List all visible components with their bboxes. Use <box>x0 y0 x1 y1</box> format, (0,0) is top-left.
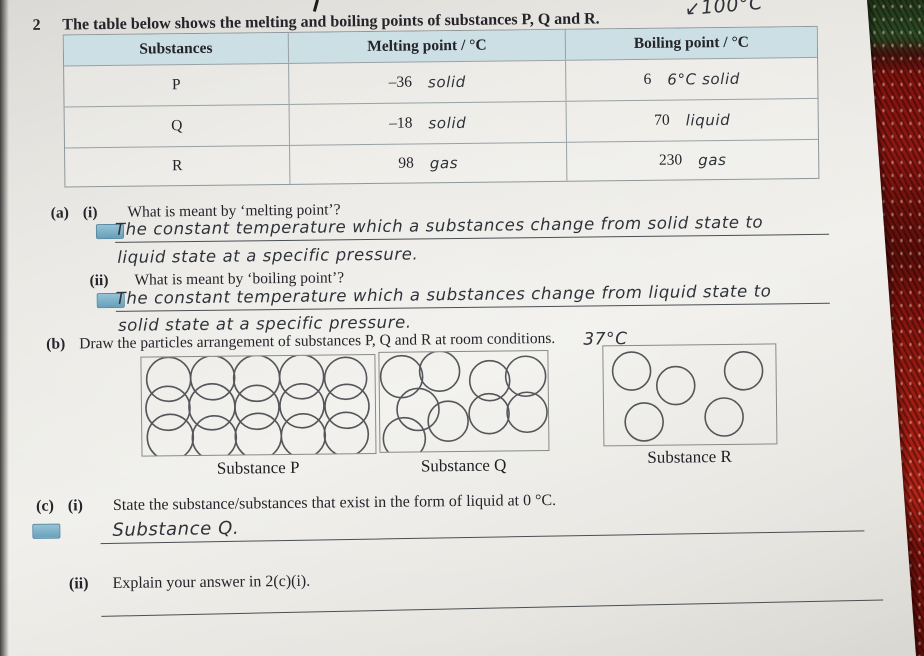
particle-circle <box>191 414 238 456</box>
handwritten-state-note: solid <box>428 113 467 133</box>
marking-stamp-icon <box>32 523 61 539</box>
substance-name: P <box>171 76 181 94</box>
question-number: 2 <box>32 16 41 34</box>
table-row-q: Q –18 solid 70 liquid <box>64 97 818 148</box>
handwritten-answer-a-i-line2: liquid state at a specific pressure. <box>117 244 419 267</box>
melting-value: 98 <box>398 154 414 172</box>
handwritten-state-note: gas <box>698 150 727 170</box>
part-label-a-ii: (ii) <box>89 271 109 290</box>
particle-circle <box>145 385 191 432</box>
handwritten-state-note: gas <box>429 154 459 173</box>
particle-circle <box>468 392 510 435</box>
particle-box-substance-q <box>378 349 550 453</box>
particle-diagram-q <box>379 351 548 452</box>
question-c-ii: Explain your answer in 2(c)(i). <box>112 572 311 592</box>
particle-circle <box>279 382 325 429</box>
stray-ink-mark <box>312 0 319 12</box>
particle-circle <box>323 411 370 456</box>
col-header-substances: Substances <box>139 39 213 58</box>
handwritten-state-note: liquid <box>685 110 731 130</box>
handwritten-state-note: solid <box>427 72 466 92</box>
particle-circle <box>145 356 192 403</box>
particle-circle <box>704 397 744 437</box>
particle-circle <box>280 412 327 456</box>
section-c-ii: (ii) Explain your answer in 2(c)(i). <box>69 573 310 594</box>
particle-circle <box>323 356 368 401</box>
particle-circle <box>189 355 236 401</box>
particle-circle <box>611 351 652 391</box>
col-header-boiling-point: Boiling point / °C <box>564 26 818 60</box>
particle-circle <box>278 354 325 400</box>
particle-circle <box>504 355 547 398</box>
particle-circle <box>723 350 764 391</box>
page-edge-shadow <box>0 0 9 656</box>
diagram-label-r: Substance R <box>647 446 732 467</box>
particle-circle <box>418 351 461 393</box>
answer-line-a-i-2: liquid state at a specific pressure. <box>117 244 418 267</box>
particle-circle <box>232 354 281 403</box>
melting-boiling-table: Substances Melting point / °C Boiling po… <box>62 25 820 188</box>
particle-circle <box>427 400 469 442</box>
substance-name: R <box>171 157 183 175</box>
part-label-c-ii: (ii) <box>68 575 89 593</box>
diagram-label-q: Substance Q <box>420 455 507 476</box>
particle-circle <box>324 383 370 430</box>
part-label-c: (c) <box>35 497 54 515</box>
col-header-melting-point: Melting point / °C <box>287 29 566 63</box>
particle-box-substance-r <box>602 343 778 447</box>
particle-circle <box>146 413 195 456</box>
substance-name: Q <box>171 117 183 135</box>
boiling-value: 6 <box>643 70 652 88</box>
particle-circle <box>234 384 280 431</box>
particle-circle <box>396 387 440 432</box>
boiling-value: 70 <box>654 111 670 129</box>
handwritten-answer-c-i: Substance Q. <box>112 517 240 541</box>
melting-value: –18 <box>389 114 413 132</box>
particle-diagram-p <box>145 354 370 456</box>
particle-circle <box>506 391 548 434</box>
part-label-c-i: (i) <box>67 497 84 515</box>
particle-circle <box>382 416 427 452</box>
particle-diagram-r <box>611 350 764 442</box>
particle-circle <box>234 412 283 456</box>
particle-circle <box>188 383 236 431</box>
part-label-a: (a) <box>50 204 69 222</box>
question-c-i: State the substance/substances that exis… <box>112 491 557 514</box>
particle-circle <box>379 354 424 399</box>
particle-box-substance-p <box>140 353 377 457</box>
particle-circle <box>624 402 664 442</box>
table-row-p: P –36 solid 6 6°C solid <box>64 56 818 107</box>
handwritten-100c-note: ↙100°C <box>683 0 764 21</box>
particle-circle <box>655 365 696 406</box>
part-label-b: (b) <box>46 335 66 353</box>
section-c-i: (c) (i) State the substance/substances t… <box>36 492 556 516</box>
handwritten-state-note: 6°C solid <box>667 69 741 89</box>
diagram-label-p: Substance P <box>216 457 300 478</box>
boiling-value: 230 <box>658 151 683 169</box>
melting-value: –36 <box>388 73 413 91</box>
part-label-a-i: (i) <box>82 204 98 222</box>
empty-answer-line-c-ii <box>101 599 884 617</box>
particle-circle <box>468 359 511 402</box>
